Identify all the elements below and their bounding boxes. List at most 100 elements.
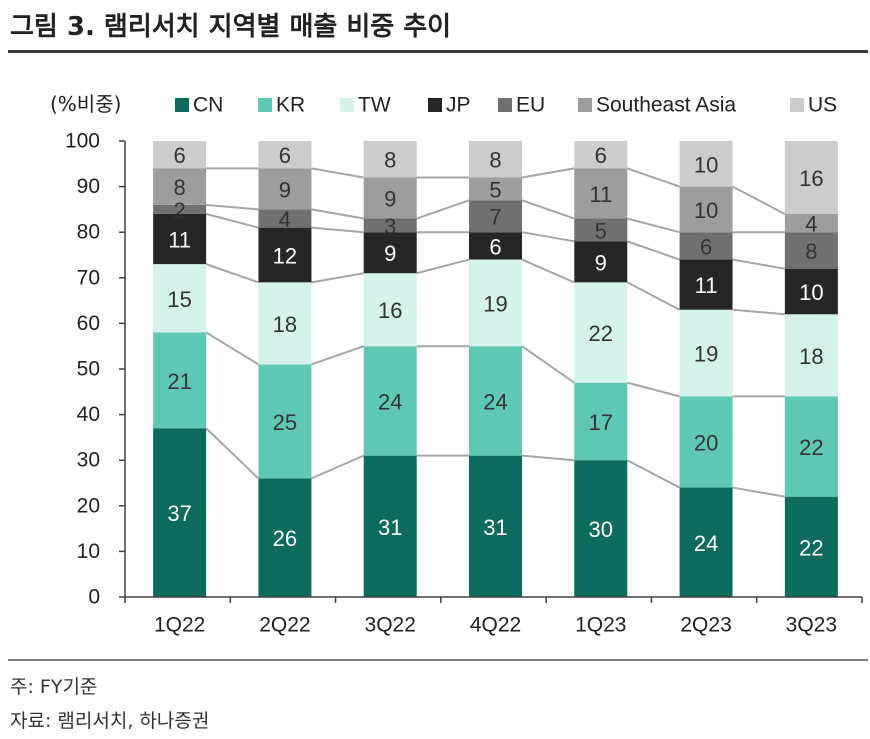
- legend-swatch-kr: [258, 98, 272, 112]
- data-label-us-2q23: 10: [694, 152, 718, 177]
- data-label-jp-1q22: 11: [168, 228, 191, 253]
- x-tick-label-3q22: 3Q22: [365, 614, 416, 637]
- bar-cn-2q22: [258, 478, 312, 597]
- data-label-eu-1q22: 2: [174, 198, 186, 223]
- connector-line-jp-2q23-3q23: [732, 258, 786, 270]
- legend-label-jp: JP: [446, 94, 471, 117]
- data-label-tw-3q23: 18: [799, 344, 823, 369]
- footnote: 주: FY기준: [10, 676, 98, 698]
- y-tick-label-80: 80: [77, 221, 100, 244]
- stacked-bar-chart: (%비중) CN KR TW JP EU Southeast Asia US372115112…: [50, 92, 863, 637]
- connector-line-kr-2q22-3q22: [311, 345, 365, 366]
- data-label-kr-4q22: 24: [483, 389, 507, 414]
- bar-southeast-asia-4q22: [469, 177, 522, 201]
- data-label-eu-2q23: 6: [700, 234, 712, 259]
- legend-swatch-tw: [340, 98, 354, 112]
- data-label-cn-3q22: 31: [378, 515, 402, 540]
- bar-southeast-asia-3q23: [784, 213, 838, 233]
- bar-stack-1q22: 37 21 15 11 28 6: [153, 141, 207, 597]
- data-label-cn-3q23: 22: [799, 535, 823, 560]
- connector-line-kr-4q22-1q23: [521, 345, 575, 384]
- bar-southeast-asia-1q23: [574, 168, 628, 219]
- data-label-kr-2q23: 20: [694, 430, 718, 455]
- legend-swatch-cn: [175, 98, 189, 112]
- connector-line-southeast-asia-4q22-1q23: [521, 167, 575, 179]
- figure-title: 그림 3. 램리서치 지역별 매출 비중 추이: [10, 12, 452, 42]
- data-label-jp-1q23: 9: [595, 250, 607, 275]
- data-label-kr-2q22: 25: [273, 410, 297, 435]
- connector-line-cn-1q23-2q23: [626, 459, 681, 489]
- data-label-jp-4q22: 6: [489, 234, 501, 259]
- bar-kr-4q22: [469, 346, 522, 456]
- bar-cn-1q23: [574, 460, 628, 597]
- bar-stack-2q23: 24 20 19 11 6 10 10: [679, 141, 733, 597]
- legend-item-jp: JP: [428, 94, 471, 117]
- connector-line-jp-2q22-3q22: [311, 226, 364, 234]
- x-tick-label-1q23: 1Q23: [575, 614, 626, 637]
- data-label-cn-1q22: 37: [167, 501, 191, 526]
- y-tick-label-60: 60: [77, 312, 100, 335]
- bar-tw-2q23: [679, 309, 733, 397]
- data-label-jp-3q23: 10: [799, 280, 823, 305]
- data-label-southeast-asia-1q23: 11: [589, 182, 612, 207]
- connector-lines: [205, 167, 786, 498]
- data-label-kr-1q23: 17: [589, 410, 613, 435]
- connector-line-cn-1q22-2q22: [205, 427, 260, 480]
- legend-swatch-us: [790, 98, 804, 112]
- data-label-us-1q22: 6: [174, 143, 186, 168]
- bar-kr-1q22: [153, 332, 207, 429]
- y-tick-label-20: 20: [77, 494, 100, 517]
- data-label-eu-2q22: 4: [279, 207, 291, 232]
- bar-kr-1q23: [574, 382, 628, 461]
- bar-tw-3q22: [363, 273, 417, 347]
- x-tick-label-1q22: 1Q22: [154, 614, 205, 637]
- bar-southeast-asia-2q22: [258, 168, 312, 210]
- bar-us-2q22: [258, 141, 312, 169]
- legend-label-eu: EU: [516, 94, 545, 117]
- connector-line-eu-3q22-4q22: [416, 199, 470, 220]
- connector-line-eu-1q22-2q22: [206, 203, 259, 211]
- connector-line-southeast-asia-2q22-3q22: [311, 167, 364, 179]
- connector-line-eu-2q22-3q22: [311, 208, 364, 220]
- bar-eu-2q22: [258, 209, 312, 228]
- x-tick-label-2q22: 2Q22: [259, 614, 310, 637]
- connector-line-eu-4q22-1q23: [521, 199, 575, 220]
- connector-line-cn-2q22-3q22: [311, 454, 365, 480]
- connector-line-tw-3q22-4q22: [416, 258, 470, 275]
- data-label-southeast-asia-2q22: 9: [279, 177, 291, 202]
- bar-stack-3q22: 31 24 16 939 8: [363, 141, 417, 597]
- data-label-kr-1q22: 21: [167, 369, 191, 394]
- data-label-southeast-asia-1q22: 8: [174, 175, 186, 200]
- data-label-cn-4q22: 31: [483, 515, 507, 540]
- data-label-us-3q23: 16: [799, 166, 823, 191]
- bar-tw-1q22: [153, 264, 207, 333]
- bar-us-1q22: [153, 141, 207, 169]
- bar-tw-3q23: [784, 314, 838, 397]
- x-tick-label-3q23: 3Q23: [786, 614, 837, 637]
- connector-line-tw-1q23-2q23: [626, 281, 681, 311]
- bar-southeast-asia-2q23: [679, 186, 733, 233]
- data-label-cn-1q23: 30: [589, 517, 613, 542]
- legend-item-kr: KR: [258, 94, 305, 117]
- y-tick-label-40: 40: [77, 403, 100, 426]
- bar-jp-2q23: [679, 259, 733, 310]
- connector-line-tw-2q23-3q23: [732, 308, 785, 316]
- connector-line-southeast-asia-2q23-3q23: [732, 185, 786, 215]
- data-label-tw-2q22: 18: [273, 312, 297, 337]
- legend-swatch-jp: [428, 98, 442, 112]
- data-label-kr-3q22: 24: [378, 389, 402, 414]
- bar-stack-1q23: 30 17 22 9 5 11 6: [574, 141, 628, 597]
- data-label-southeast-asia-2q23: 10: [694, 198, 718, 223]
- bar-tw-4q22: [469, 259, 522, 347]
- bar-kr-2q23: [679, 396, 733, 488]
- data-label-cn-2q22: 26: [273, 526, 297, 551]
- legend-label-us: US: [808, 94, 837, 117]
- data-label-southeast-asia-3q23: 4: [805, 212, 817, 237]
- data-label-tw-1q23: 22: [589, 321, 613, 346]
- data-label-us-1q23: 6: [595, 143, 607, 168]
- connector-line-kr-1q23-2q23: [627, 381, 680, 398]
- bar-us-3q23: [784, 141, 838, 214]
- data-label-eu-3q23: 8: [805, 239, 817, 264]
- connector-line-cn-2q23-3q23: [732, 486, 786, 498]
- bar-southeast-asia-1q22: [153, 168, 207, 205]
